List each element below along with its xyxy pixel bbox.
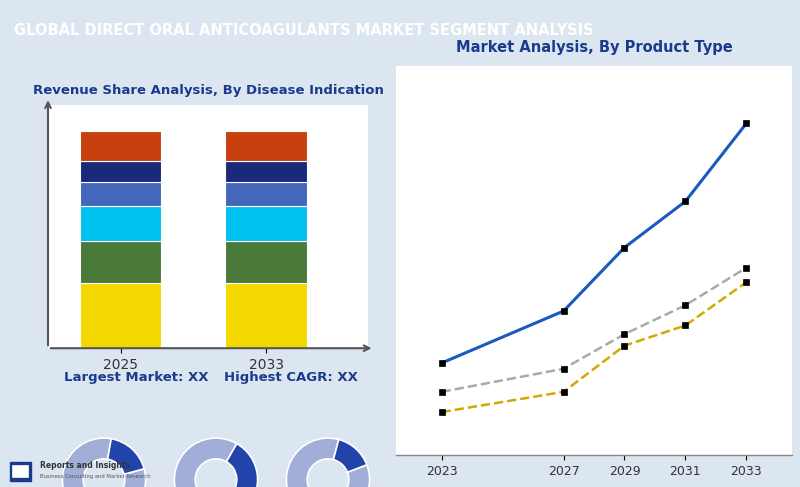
Title: Revenue Share Analysis, By Disease Indication: Revenue Share Analysis, By Disease Indic… bbox=[33, 84, 383, 96]
Text: GLOBAL DIRECT ORAL ANTICOAGULANTS MARKET SEGMENT ANALYSIS: GLOBAL DIRECT ORAL ANTICOAGULANTS MARKET… bbox=[14, 23, 594, 38]
Bar bbox=[226, 161, 307, 182]
Wedge shape bbox=[174, 438, 244, 487]
Text: Highest CAGR: XX: Highest CAGR: XX bbox=[224, 371, 358, 384]
FancyBboxPatch shape bbox=[13, 465, 28, 477]
Bar bbox=[80, 283, 162, 348]
Bar bbox=[226, 241, 307, 283]
FancyBboxPatch shape bbox=[10, 462, 31, 481]
Bar bbox=[226, 182, 307, 206]
Bar bbox=[226, 131, 307, 161]
Wedge shape bbox=[226, 444, 258, 487]
Text: Reports and Insights: Reports and Insights bbox=[40, 461, 130, 470]
Bar bbox=[80, 206, 162, 241]
Bar bbox=[80, 161, 162, 182]
Wedge shape bbox=[334, 439, 367, 472]
Bar bbox=[226, 283, 307, 348]
Bar bbox=[80, 241, 162, 283]
Wedge shape bbox=[62, 438, 146, 487]
Title: Market Analysis, By Product Type: Market Analysis, By Product Type bbox=[456, 40, 732, 55]
Bar bbox=[226, 206, 307, 241]
Wedge shape bbox=[286, 438, 370, 487]
Bar bbox=[80, 131, 162, 161]
Bar bbox=[80, 182, 162, 206]
Text: Largest Market: XX: Largest Market: XX bbox=[64, 371, 209, 384]
Wedge shape bbox=[108, 439, 144, 474]
Text: Business Consulting and Market Research: Business Consulting and Market Research bbox=[40, 474, 150, 479]
